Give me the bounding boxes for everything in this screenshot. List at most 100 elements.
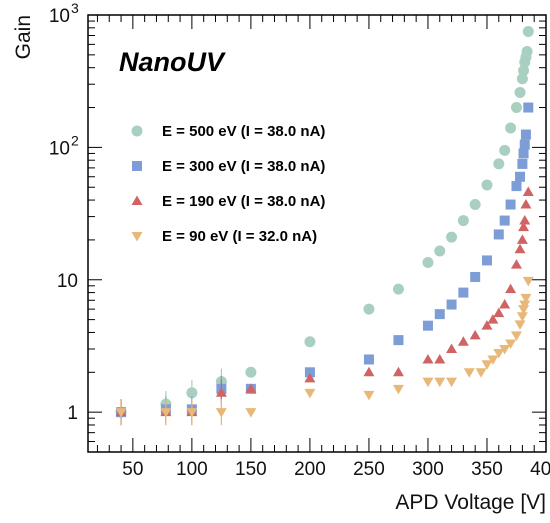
y-axis-title: Gain (12, 15, 35, 59)
data-point (245, 408, 257, 418)
x-tick-label: 300 (412, 459, 444, 480)
x-tick-label: 100 (176, 459, 208, 480)
data-point (481, 179, 493, 191)
series-3 (115, 186, 534, 426)
y-tick-exponent: 3 (71, 0, 79, 16)
data-point (446, 343, 458, 353)
data-point (115, 408, 127, 418)
data-point (493, 348, 505, 359)
data-point (215, 408, 227, 418)
data-point (392, 384, 404, 395)
data-point (392, 283, 404, 295)
legend-marker (131, 125, 143, 137)
data-point (514, 243, 526, 254)
data-point (186, 408, 198, 418)
data-point (518, 65, 530, 77)
x-axis-title: APD Voltage [V] (395, 491, 546, 514)
data-point (304, 336, 316, 348)
data-point (422, 257, 434, 269)
data-point (514, 320, 526, 330)
x-tick-label: 200 (294, 459, 326, 480)
x-tick-labels: 50 100 150 200 250 300 350 400 (122, 459, 550, 480)
data-point (160, 408, 172, 418)
data-point (516, 312, 528, 322)
panel-title: NanoUV (119, 47, 226, 77)
x-tick-label: 50 (122, 459, 143, 480)
data-point (470, 271, 481, 282)
data-point (519, 215, 531, 225)
data-point (515, 171, 526, 182)
data-point (522, 186, 534, 197)
data-point (446, 377, 458, 388)
data-point (475, 368, 487, 378)
data-point (469, 329, 481, 340)
legend-marker (131, 195, 143, 205)
data-point (481, 360, 493, 370)
data-point (422, 353, 434, 364)
data-point (516, 234, 528, 244)
y-tick-label: 10 (49, 138, 70, 159)
data-point (510, 102, 522, 114)
series-2 (116, 102, 534, 426)
data-point (245, 383, 257, 393)
data-point (245, 366, 257, 378)
data-point (422, 320, 433, 331)
data-point (493, 307, 505, 318)
data-series (115, 26, 534, 426)
data-point (499, 299, 511, 309)
data-point (521, 46, 533, 58)
y-tick-exponent: 2 (71, 132, 79, 148)
data-point (469, 199, 481, 211)
series-4 (115, 276, 534, 426)
data-point (457, 215, 469, 227)
x-tick-label: 150 (235, 459, 267, 480)
data-point (505, 122, 517, 134)
legend-label: E = 190 eV (I = 38.0 nA) (162, 193, 325, 210)
data-point (422, 377, 434, 388)
data-point (434, 245, 446, 257)
data-point (510, 331, 522, 341)
data-point (434, 377, 446, 388)
data-point (516, 73, 528, 85)
y-tick-label: 10 (57, 271, 78, 292)
data-point (518, 148, 529, 159)
data-point (458, 287, 469, 298)
data-point (505, 339, 517, 350)
legend-label: E = 90 eV (I = 32.0 nA) (162, 228, 317, 245)
data-point (393, 335, 404, 346)
axis-ticks (88, 15, 546, 453)
data-point (522, 276, 534, 287)
data-point (519, 300, 531, 311)
data-point (520, 199, 532, 209)
data-point (446, 231, 458, 243)
data-point (446, 299, 457, 310)
data-point (392, 366, 404, 377)
y-tick-label: 10 (49, 6, 70, 27)
data-point (363, 354, 374, 365)
data-point (520, 129, 531, 140)
data-point (510, 259, 522, 269)
data-point (511, 181, 522, 192)
plot-frame (87, 14, 547, 453)
legend-label: E = 500 eV (I = 38.0 nA) (162, 123, 325, 140)
data-point (487, 355, 499, 365)
data-point (304, 367, 315, 378)
legend: E = 500 eV (I = 38.0 nA) E = 300 eV (I = … (131, 123, 325, 245)
data-point (518, 305, 530, 315)
x-tick-label: 250 (353, 459, 385, 480)
y-tick-label: 1 (67, 403, 78, 424)
data-point (457, 336, 469, 346)
legend-label: E = 300 eV (I = 38.0 nA) (162, 158, 325, 175)
data-point (481, 255, 492, 266)
data-point (215, 387, 227, 397)
data-point (186, 387, 198, 399)
data-point (493, 158, 505, 170)
data-point (505, 283, 517, 294)
data-point (363, 366, 375, 377)
x-tick-label: 350 (471, 459, 503, 480)
data-point (520, 293, 532, 304)
data-point (499, 144, 511, 156)
data-point (304, 388, 316, 399)
